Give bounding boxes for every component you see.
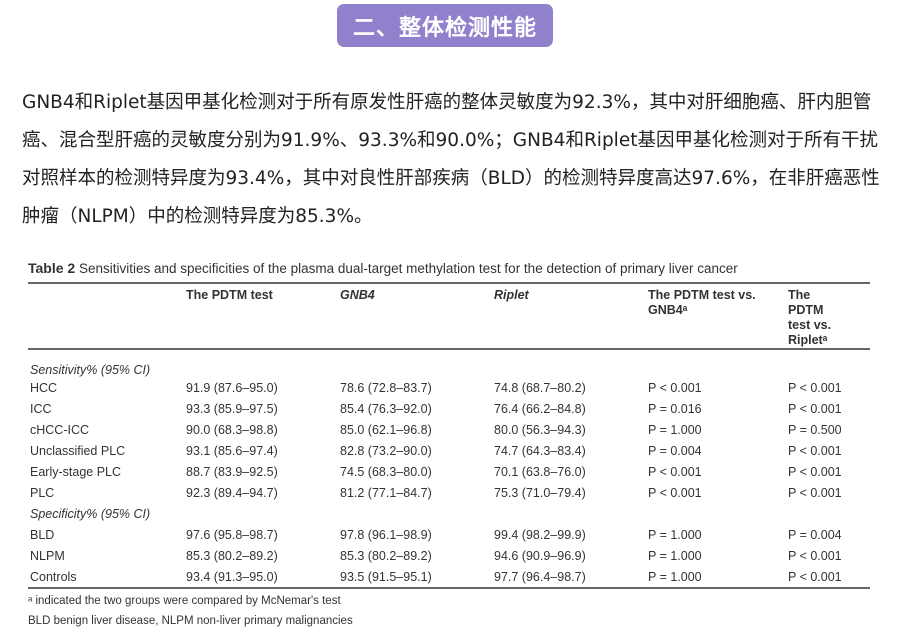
table-cell: ICC [30, 401, 52, 416]
table-cell: 82.8 (73.2–90.0) [340, 443, 432, 458]
footnote-2: BLD benign liver disease, NLPM non-liver… [28, 615, 353, 627]
bottom-rule [28, 587, 870, 589]
table-cell: P = 0.004 [648, 443, 702, 458]
table-cell: 93.1 (85.6–97.4) [186, 443, 278, 458]
data-table: The PDTM test GNB4 Riplet The PDTM test vs.… [28, 284, 870, 587]
table-cell: 74.7 (64.3–83.4) [494, 443, 586, 458]
table-row: HCC 91.9 (87.6–95.0) 78.6 (72.8–83.7) 74.8 … [28, 377, 870, 398]
table-cell: 81.2 (77.1–84.7) [340, 485, 432, 500]
table-cell: Controls [30, 569, 77, 584]
table-cell: 85.3 (80.2–89.2) [186, 548, 278, 563]
table-cell: P < 0.001 [788, 548, 842, 563]
footnote-1: ᵃ indicated the two groups were compared… [28, 595, 341, 607]
table-row: Controls 93.4 (91.3–95.0) 93.5 (91.5–95.1)… [28, 566, 870, 587]
table-cell: P < 0.001 [788, 401, 842, 416]
table-cell: 97.8 (96.1–98.9) [340, 527, 432, 542]
table-row: PLC 92.3 (89.4–94.7) 81.2 (77.1–84.7) 75.3 … [28, 482, 870, 503]
table-cell: P < 0.001 [788, 443, 842, 458]
table-cell: 80.0 (56.3–94.3) [494, 422, 586, 437]
table-cell: 91.9 (87.6–95.0) [186, 380, 278, 395]
table-cell: P < 0.001 [788, 464, 842, 479]
table-cell: 76.4 (66.2–84.8) [494, 401, 586, 416]
column-header: GNB4 [340, 288, 375, 302]
table-cell: 97.6 (95.8–98.7) [186, 527, 278, 542]
table-cell: 70.1 (63.8–76.0) [494, 464, 586, 479]
table-cell: P < 0.001 [648, 380, 702, 395]
table-cell: 93.4 (91.3–95.0) [186, 569, 278, 584]
table-cell: P = 0.016 [648, 401, 702, 416]
table-row: Early-stage PLC 88.7 (83.9–92.5) 74.5 (68.… [28, 461, 870, 482]
table-caption-text: Sensitivities and specificities of the p… [78, 261, 738, 276]
table-cell: PLC [30, 485, 55, 500]
table-cell: P < 0.001 [788, 380, 842, 395]
table-cell: BLD [30, 527, 55, 542]
table-cell: Unclassified PLC [30, 443, 126, 458]
table-row: cHCC-ICC 90.0 (68.3–98.8) 85.0 (62.1–96.8)… [28, 419, 870, 440]
table-cell: P = 1.000 [648, 548, 702, 563]
results-table: Table 2 Sensitivities and specificities … [28, 256, 870, 631]
top-rule [28, 282, 870, 284]
table-cell: P < 0.001 [788, 485, 842, 500]
table-row: ICC 93.3 (85.9–97.5) 85.4 (76.3–92.0) 76.4 … [28, 398, 870, 419]
section-title: Sensitivity% (95% CI) [30, 363, 151, 377]
table-row: Unclassified PLC 93.1 (85.6–97.4) 82.8 (73… [28, 440, 870, 461]
table-cell: HCC [30, 380, 58, 395]
column-header [28, 284, 186, 349]
section-title: Specificity% (95% CI) [30, 506, 151, 521]
table-cell: 88.7 (83.9–92.5) [186, 464, 278, 479]
table-cell: P < 0.001 [648, 485, 702, 500]
section-title-badge: 二、整体检测性能 [337, 4, 553, 47]
table-caption: Table 2 Sensitivities and specificities … [28, 256, 870, 282]
table-cell: 78.6 (72.8–83.7) [340, 380, 432, 395]
table-cell: 92.3 (89.4–94.7) [186, 485, 278, 500]
table-cell: 74.8 (68.7–80.2) [494, 380, 586, 395]
table-cell: 74.5 (68.3–80.0) [340, 464, 432, 479]
table-cell: P = 1.000 [648, 569, 702, 584]
column-header: Riplet [494, 288, 529, 302]
table-label: Table 2 [28, 260, 76, 276]
table-row: BLD 97.6 (95.8–98.7) 97.8 (96.1–98.9) 99.4 … [28, 524, 870, 545]
table-cell: 93.5 (91.5–95.1) [340, 569, 432, 584]
table-cell: 94.6 (90.9–96.9) [494, 548, 586, 563]
table-cell: P = 0.004 [788, 527, 842, 542]
table-row: NLPM 85.3 (80.2–89.2) 85.3 (80.2–89.2) 94.6… [28, 545, 870, 566]
table-cell: 85.0 (62.1–96.8) [340, 422, 432, 437]
table-cell: P = 1.000 [648, 527, 702, 542]
table-cell: 97.7 (96.4–98.7) [494, 569, 586, 584]
column-header: The PDTM test vs. Ripletᵃ [788, 288, 832, 347]
section-row: Sensitivity% (95% CI) [28, 349, 870, 377]
column-header: The PDTM test vs. GNB4ᵃ [648, 288, 756, 317]
table-cell: 90.0 (68.3–98.8) [186, 422, 278, 437]
table-cell: 99.4 (98.2–99.9) [494, 527, 586, 542]
table-cell: 85.3 (80.2–89.2) [340, 548, 432, 563]
table-cell: 93.3 (85.9–97.5) [186, 401, 278, 416]
column-header: The PDTM test [186, 288, 273, 302]
table-cell: P < 0.001 [788, 569, 842, 584]
table-cell: Early-stage PLC [30, 464, 122, 479]
table-cell: P = 1.000 [648, 422, 702, 437]
table-cell: 85.4 (76.3–92.0) [340, 401, 432, 416]
section-row: Specificity% (95% CI) [28, 503, 870, 524]
table-cell: P = 0.500 [788, 422, 842, 437]
table-cell: P < 0.001 [648, 464, 702, 479]
table-cell: 75.3 (71.0–79.4) [494, 485, 586, 500]
table-cell: NLPM [30, 548, 65, 563]
table-cell: cHCC-ICC [30, 422, 90, 437]
summary-paragraph: GNB4和Riplet基因甲基化检测对于所有原发性肝癌的整体灵敏度为92.3%，… [22, 92, 880, 227]
